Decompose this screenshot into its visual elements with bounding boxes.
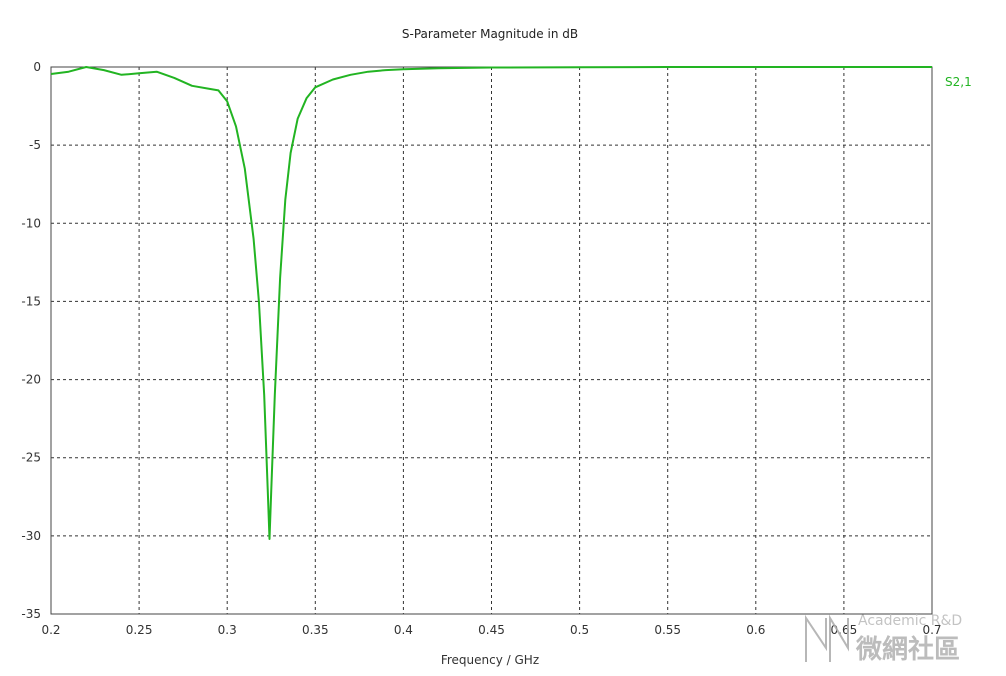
y-tick-label: -15 [21,294,41,308]
watermark: Academic R&D 微網社區 [805,613,962,665]
y-tick-label: -5 [29,138,41,152]
watermark-logo [805,614,849,662]
x-axis-ticks: 0.2 0.25 0.3 0.35 0.4 0.45 0.5 0.55 0.6 0.65 0.7 [41,623,941,637]
series-line-s21 [50,66,932,540]
y-tick-label: -35 [21,607,41,621]
x-tick-label: 0.55 [654,623,681,637]
y-tick-label: -10 [21,216,41,230]
x-tick-label: 0.5 [570,623,589,637]
y-tick-label: 0 [33,60,41,74]
x-tick-label: 0.6 [746,623,765,637]
x-tick-label: 0.4 [394,623,413,637]
y-tick-label: -25 [21,451,41,465]
x-tick-label: 0.35 [302,623,329,637]
x-tick-label: 0.3 [218,623,237,637]
x-tick-label: 0.65 [831,623,858,637]
watermark-text-top: Academic R&D [858,613,962,629]
x-tick-label: 0.25 [126,623,153,637]
grid [51,67,932,614]
chart-title: S-Parameter Magnitude in dB [402,27,578,41]
x-tick-label: 0.45 [478,623,505,637]
x-tick-label: 0.7 [922,623,941,637]
x-tick-label: 0.2 [41,623,60,637]
y-axis-ticks: 0 -5 -10 -15 -20 -25 -30 -35 [21,60,41,621]
watermark-text-bottom: 微網社區 [855,634,960,665]
legend-series-label: S2,1 [945,75,972,89]
series-layer [50,66,932,540]
y-tick-label: -20 [21,373,41,387]
x-axis-label: Frequency / GHz [441,653,539,667]
y-tick-label: -30 [21,529,41,543]
